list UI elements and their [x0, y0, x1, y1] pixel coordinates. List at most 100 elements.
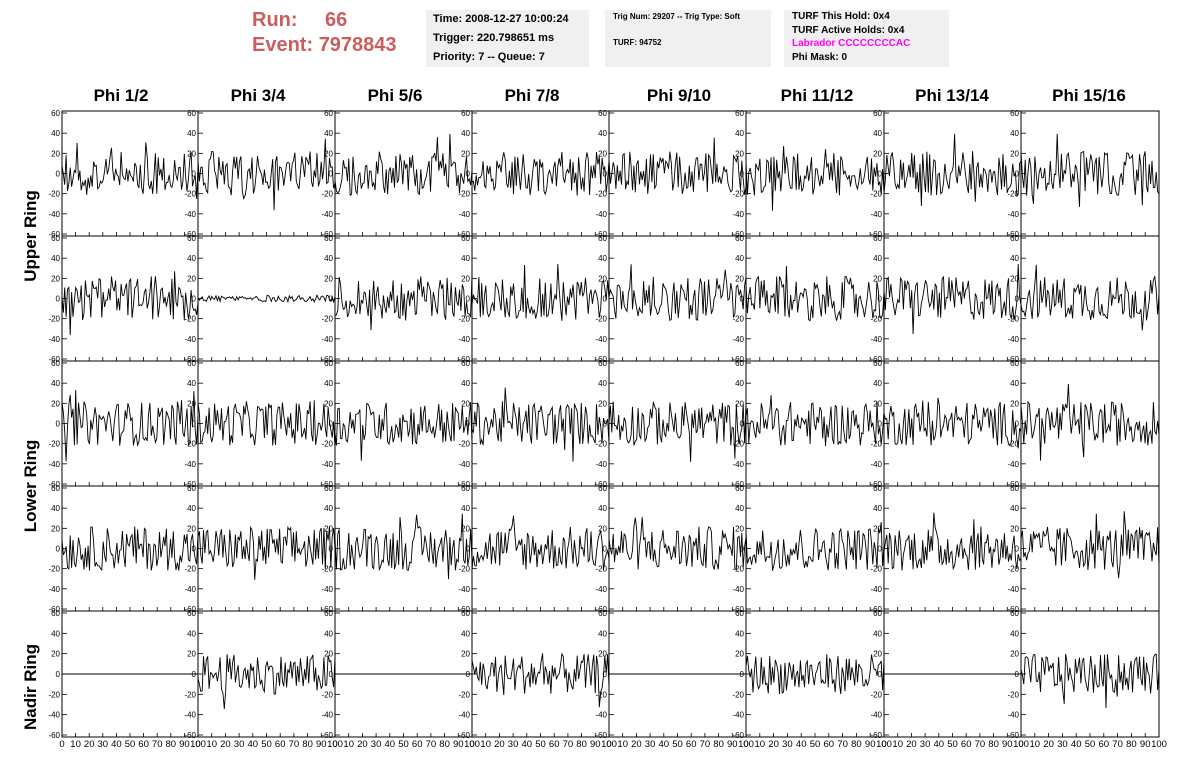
- y-tick-label: 40: [461, 254, 470, 263]
- y-tick-label: -20: [595, 690, 607, 699]
- x-tick-label: 90: [590, 739, 601, 750]
- y-tick-label: 20: [873, 650, 882, 659]
- y-tick-label: 40: [461, 379, 470, 388]
- y-tick-label: 20: [324, 149, 333, 158]
- y-tick-label: 0: [878, 670, 883, 679]
- y-tick-label: 60: [735, 609, 744, 618]
- x-tick-label: 10: [755, 739, 766, 750]
- x-tick-label: 70: [975, 739, 986, 750]
- column-title: Phi 9/10: [646, 86, 712, 105]
- waveform-trace: [608, 137, 747, 195]
- panel-frame: [745, 485, 885, 612]
- x-tick-label: 60: [686, 739, 697, 750]
- y-tick-label: -20: [48, 690, 60, 699]
- y-tick-label: -40: [1007, 210, 1019, 219]
- y-tick-label: 20: [598, 524, 607, 533]
- event-number: 7978843: [318, 34, 397, 56]
- y-tick-label: -40: [870, 210, 882, 219]
- y-tick-label: 60: [51, 234, 60, 243]
- phi-mask-text: Phi Mask: 0: [792, 51, 848, 63]
- panel-frame: [608, 360, 747, 487]
- y-tick-label: -40: [595, 711, 607, 720]
- y-tick-label: -40: [732, 711, 744, 720]
- y-tick-label: -20: [321, 690, 333, 699]
- y-tick-label: -60: [458, 230, 470, 239]
- y-tick-label: 60: [598, 484, 607, 493]
- x-tick-label: 100: [876, 739, 892, 750]
- x-tick-label: 20: [494, 739, 505, 750]
- y-tick-label: -40: [595, 460, 607, 469]
- x-tick-label: 30: [782, 739, 793, 750]
- y-tick-label: 60: [873, 109, 882, 118]
- y-tick-label: 60: [461, 609, 470, 618]
- x-tick-label: 20: [357, 739, 368, 750]
- y-tick-label: -40: [321, 460, 333, 469]
- y-tick-label: -20: [595, 440, 607, 449]
- y-tick-label: 40: [598, 254, 607, 263]
- y-tick-label: -60: [458, 355, 470, 364]
- y-tick-label: 40: [51, 504, 60, 513]
- y-tick-label: -40: [321, 335, 333, 344]
- waveform-trace: [61, 526, 199, 571]
- y-tick-label: 0: [192, 170, 197, 179]
- y-tick-label: -20: [1007, 565, 1019, 574]
- y-tick-label: 40: [1010, 129, 1019, 138]
- y-tick-label: 0: [466, 545, 471, 554]
- waveform-trace: [197, 294, 336, 304]
- panel-frame: [608, 485, 747, 612]
- waveform-trace: [745, 265, 885, 322]
- turf-active-holds: TURF Active Holds: 0x4: [792, 24, 905, 36]
- panel-frame: [745, 610, 885, 738]
- y-tick-label: 40: [735, 629, 744, 638]
- y-tick-label: 0: [329, 545, 334, 554]
- waveform-trace: [197, 525, 336, 580]
- y-tick-label: 0: [1015, 295, 1020, 304]
- y-tick-label: -60: [870, 355, 882, 364]
- x-tick-label: 90: [453, 739, 464, 750]
- y-tick-label: -40: [732, 335, 744, 344]
- x-tick-label: 20: [220, 739, 231, 750]
- x-tick-label: 70: [426, 739, 437, 750]
- y-tick-label: 20: [324, 650, 333, 659]
- y-tick-label: -20: [184, 315, 196, 324]
- y-tick-label: -60: [732, 731, 744, 740]
- y-tick-label: 0: [329, 295, 334, 304]
- y-tick-label: -60: [732, 230, 744, 239]
- y-tick-label: -20: [48, 565, 60, 574]
- y-tick-label: -60: [458, 480, 470, 489]
- y-tick-label: 20: [51, 650, 60, 659]
- x-tick-label: 50: [535, 739, 546, 750]
- y-tick-label: -20: [870, 315, 882, 324]
- y-tick-label: 0: [1015, 420, 1020, 429]
- y-tick-label: -20: [458, 690, 470, 699]
- x-tick-label: 80: [576, 739, 587, 750]
- x-tick-label: 40: [522, 739, 533, 750]
- x-tick-label: 40: [796, 739, 807, 750]
- y-tick-label: 40: [1010, 254, 1019, 263]
- y-tick-label: -20: [870, 565, 882, 574]
- y-tick-label: -40: [321, 210, 333, 219]
- y-tick-label: -40: [184, 711, 196, 720]
- y-tick-label: 60: [598, 234, 607, 243]
- x-tick-label: 80: [166, 739, 177, 750]
- labrador-text: Labrador CCCCCCCCAC: [792, 38, 911, 49]
- y-tick-label: 40: [324, 254, 333, 263]
- y-tick-label: 20: [461, 274, 470, 283]
- x-tick-label: 0: [881, 739, 886, 750]
- y-tick-label: 40: [461, 629, 470, 638]
- y-tick-label: -40: [458, 585, 470, 594]
- y-tick-label: -60: [321, 355, 333, 364]
- y-tick-label: 0: [740, 420, 745, 429]
- column-title: Phi 5/6: [367, 86, 423, 105]
- x-tick-label: 30: [371, 739, 382, 750]
- y-tick-label: 0: [56, 545, 61, 554]
- y-tick-label: 20: [461, 399, 470, 408]
- x-tick-label: 70: [700, 739, 711, 750]
- x-tick-label: 20: [631, 739, 642, 750]
- waveform-trace: [608, 517, 747, 570]
- trig-num-text: Trig Num: 29207 -- Trig Type: Soft: [613, 12, 740, 21]
- y-tick-label: 60: [461, 359, 470, 368]
- y-tick-label: -20: [184, 565, 196, 574]
- y-tick-label: 20: [598, 274, 607, 283]
- x-tick-label: 30: [1057, 739, 1068, 750]
